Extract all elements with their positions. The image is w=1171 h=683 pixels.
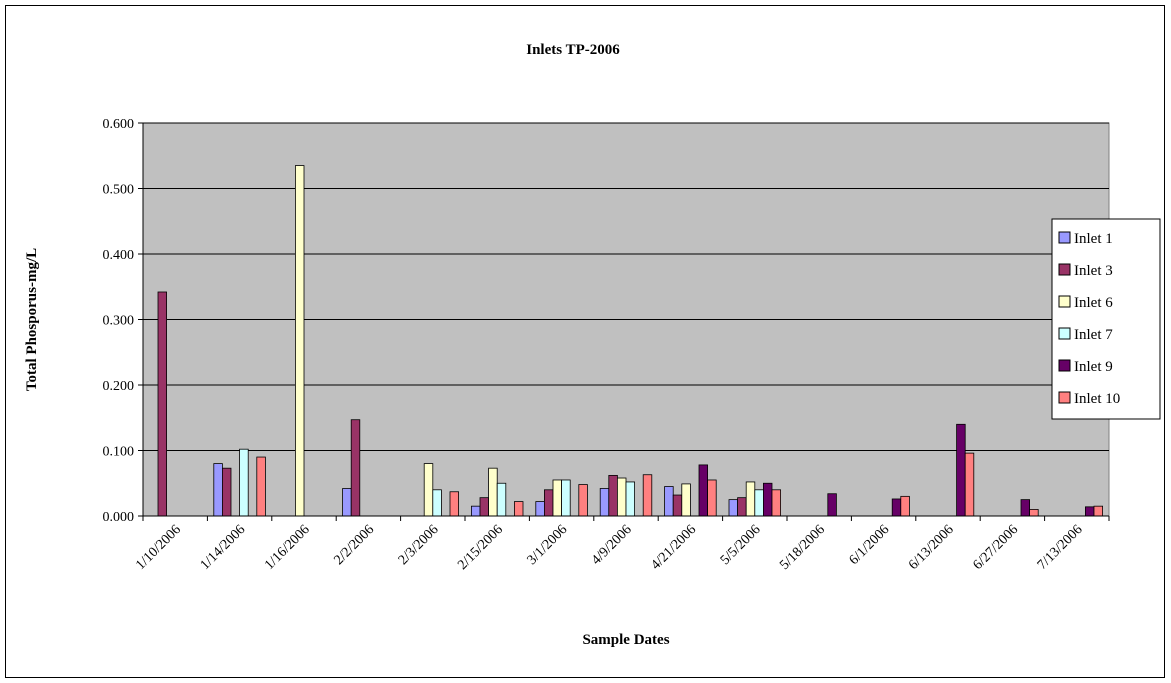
bar-inlet-10 — [1093, 505, 1104, 517]
bar-inlet-3 — [221, 467, 232, 517]
bar-inlet-3 — [544, 489, 554, 517]
legend-label: Inlet 9 — [1074, 359, 1113, 375]
x-tick-label: 4/9/2006 — [589, 522, 635, 568]
bar-inlet-3 — [672, 494, 683, 517]
bar-inlet-7 — [754, 489, 764, 517]
bar-inlet-1 — [213, 463, 223, 517]
legend-label: Inlet 6 — [1074, 295, 1113, 311]
x-tick-label: 5/5/2006 — [718, 522, 764, 568]
bar-inlet-10 — [513, 501, 524, 517]
x-tick-label: 4/21/2006 — [648, 522, 699, 573]
legend-swatch — [1058, 263, 1071, 276]
bar-inlet-10 — [900, 495, 910, 517]
x-tick-label: 2/3/2006 — [396, 522, 442, 568]
bar-inlet-1 — [470, 505, 481, 517]
legend-box — [1051, 218, 1161, 420]
bar-inlet-7 — [625, 481, 636, 517]
bar-inlet-9 — [1020, 499, 1031, 517]
x-tick-label: 6/1/2006 — [847, 522, 893, 568]
legend-swatch — [1058, 391, 1071, 404]
y-tick-label: 0.300 — [103, 314, 135, 329]
legend-swatch — [1058, 295, 1071, 308]
bar-inlet-3 — [737, 497, 747, 517]
x-tick-label: 7/13/2006 — [1035, 522, 1086, 573]
bar-inlet-7 — [496, 482, 507, 517]
y-tick-label: 0.100 — [103, 445, 135, 460]
x-tick-label: 1/16/2006 — [262, 522, 313, 573]
legend-swatch — [1058, 231, 1071, 244]
x-tick-label: 3/1/2006 — [525, 522, 571, 568]
bar-inlet-1 — [342, 488, 352, 517]
bar-inlet-6 — [745, 481, 756, 517]
bar-inlet-10 — [578, 484, 588, 517]
x-tick-label: 2/2/2006 — [331, 522, 377, 568]
chart-title: Inlets TP-2006 — [526, 42, 620, 58]
x-tick-label: 6/27/2006 — [970, 522, 1021, 573]
bar-inlet-6 — [617, 477, 627, 517]
bar-inlet-6 — [552, 479, 563, 517]
bar-inlet-9 — [956, 423, 966, 517]
bar-inlet-1 — [664, 486, 674, 517]
bar-inlet-1 — [728, 499, 739, 517]
bar-inlet-10 — [1029, 509, 1039, 517]
bar-inlet-3 — [479, 497, 490, 517]
bar-inlet-9 — [891, 498, 902, 517]
bar-inlet-3 — [350, 419, 361, 517]
legend-swatch — [1058, 327, 1071, 340]
x-tick-label: 5/18/2006 — [777, 522, 828, 573]
bars — [157, 165, 1104, 517]
bar-inlet-9 — [698, 464, 709, 517]
bar-inlet-7 — [432, 489, 442, 517]
bar-inlet-3 — [608, 474, 618, 517]
y-tick-label: 0.400 — [103, 248, 135, 263]
y-tick-label: 0.500 — [103, 183, 135, 198]
bar-inlet-6 — [681, 483, 691, 517]
bar-inlet-10 — [707, 479, 717, 517]
x-tick-label: 6/13/2006 — [906, 522, 957, 573]
legend-label: Inlet 7 — [1074, 327, 1113, 343]
y-tick-label: 0.600 — [103, 117, 135, 132]
bar-inlet-7 — [239, 448, 249, 517]
bar-inlet-10 — [771, 489, 782, 517]
chart-svg: Inlets TP-2006 0.000 0.100 0.200 0.300 0.400… — [24, 42, 1161, 648]
x-tick-labels: 1/10/2006 1/14/2006 1/16/2006 2/2/2006 2/3/2… — [133, 522, 1085, 573]
legend-label: Inlet 1 — [1074, 231, 1113, 247]
chart-frame: Inlets TP-2006 0.000 0.100 0.200 0.300 0.400… — [5, 5, 1165, 678]
legend-swatch — [1058, 359, 1071, 372]
legend-label: Inlet 3 — [1074, 263, 1113, 279]
y-tick-label: 0.200 — [103, 379, 135, 394]
bar-inlet-6 — [488, 467, 498, 517]
legend: Inlet 1 Inlet 3 Inlet 6 Inlet 7 Inlet 9 Inlet… — [1051, 218, 1161, 420]
x-tick-label: 2/15/2006 — [455, 522, 506, 573]
bar-inlet-9 — [827, 493, 837, 517]
legend-label: Inlet 10 — [1074, 391, 1120, 407]
bar-inlet-10 — [449, 491, 460, 517]
x-tick-label: 1/14/2006 — [198, 522, 249, 573]
bar-inlet-9 — [1085, 506, 1095, 517]
bar-inlet-3 — [157, 291, 168, 517]
bar-inlet-6 — [423, 463, 434, 517]
bar-inlet-10 — [256, 456, 266, 517]
x-tick-label: 1/10/2006 — [133, 522, 184, 573]
bar-inlet-9 — [763, 482, 773, 517]
bar-inlet-10 — [964, 452, 975, 517]
x-axis-title: Sample Dates — [582, 632, 669, 648]
y-tick-labels: 0.000 0.100 0.200 0.300 0.400 0.500 0.600 — [103, 117, 135, 525]
bar-inlet-1 — [535, 501, 545, 517]
bar-inlet-1 — [599, 488, 610, 517]
axes — [138, 122, 1110, 521]
bar-inlet-6 — [294, 165, 305, 517]
bar-inlet-10 — [642, 474, 653, 517]
bar-inlet-7 — [561, 479, 571, 517]
y-tick-label: 0.000 — [103, 510, 135, 525]
y-axis-title: Total Phosporus-mg/L — [24, 248, 40, 391]
